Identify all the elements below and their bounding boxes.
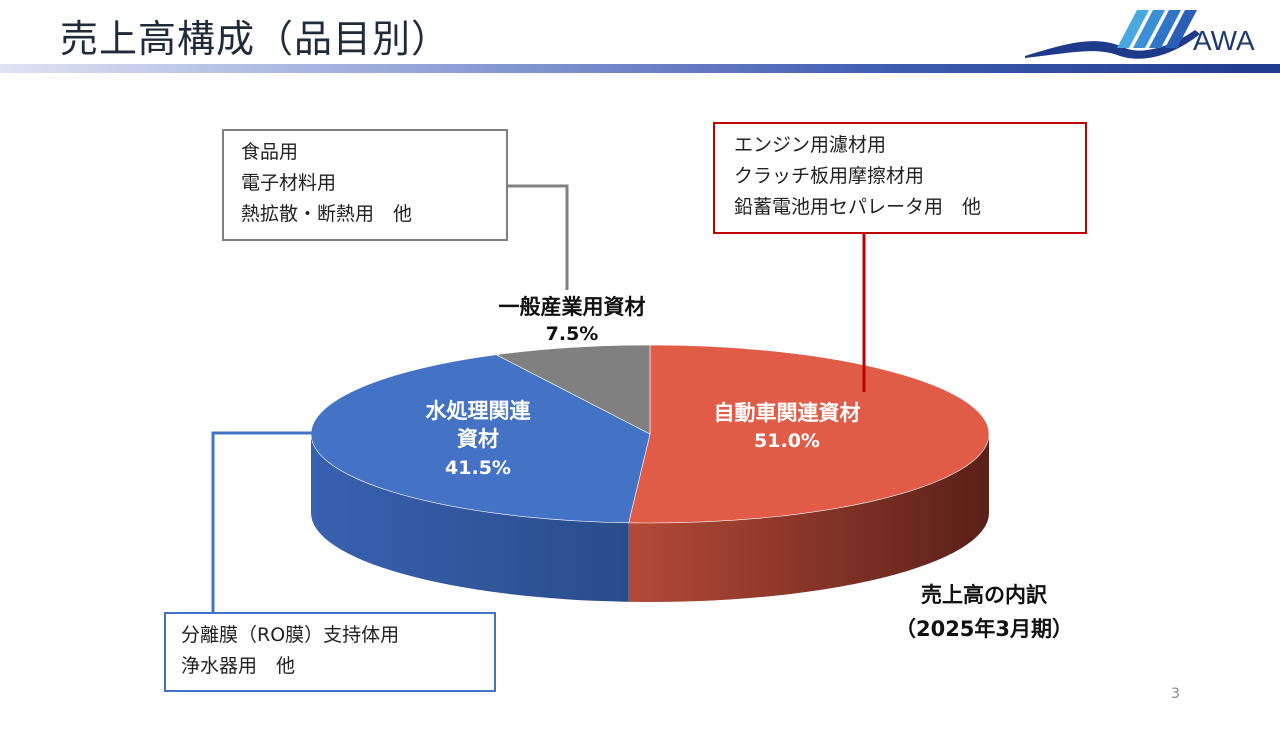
header-bar [0, 64, 1280, 73]
pie-slice-side [628, 434, 989, 602]
page-number: 3 [1171, 686, 1180, 702]
callout-automotive: エンジン用濾材用 クラッチ板用摩擦材用 鉛蓄電池用セパレータ用 他 [713, 122, 1087, 234]
page-title: 売上高構成（品目別） [60, 17, 451, 61]
slice-value-label: 7.5% [546, 323, 599, 345]
leader-line [211, 431, 346, 612]
callout-item: 食品用 [241, 141, 299, 163]
slice-value-label: 41.5% [445, 457, 511, 479]
pie-slice [310, 354, 651, 524]
callout-item: エンジン用濾材用 [734, 134, 887, 156]
callout-general-industrial: 食品用 電子材料用 熱拡散・断熱用 他 [222, 129, 508, 241]
company-logo: AWA [1025, 10, 1255, 59]
pie-slice [628, 344, 990, 524]
slice-label: 資材 [457, 427, 499, 451]
callout-item: 分離膜（RO膜）支持体用 [181, 624, 400, 646]
chart-annotation: （2025年3月期） [895, 617, 1073, 641]
chart-annotation: 売上高の内訳 [921, 583, 1048, 607]
callout-item: 浄水器用 他 [181, 655, 296, 677]
callout-water-treatment: 分離膜（RO膜）支持体用 浄水器用 他 [164, 612, 496, 692]
pie-slice-side [311, 434, 629, 602]
svg-text:AWA: AWA [1193, 25, 1255, 56]
slice-label: 水処理関連 [426, 399, 532, 423]
slice-label: 自動車関連資材 [714, 401, 861, 425]
callout-item: 熱拡散・断熱用 他 [241, 203, 413, 225]
slice-value-label: 51.0% [754, 430, 820, 452]
callout-item: 鉛蓄電池用セパレータ用 他 [734, 196, 982, 218]
pie-slice [495, 344, 651, 435]
callout-item: 電子材料用 [241, 172, 337, 194]
slice-label: 一般産業用資材 [499, 295, 646, 319]
leader-line [508, 184, 569, 290]
callout-item: クラッチ板用摩擦材用 [734, 165, 925, 187]
